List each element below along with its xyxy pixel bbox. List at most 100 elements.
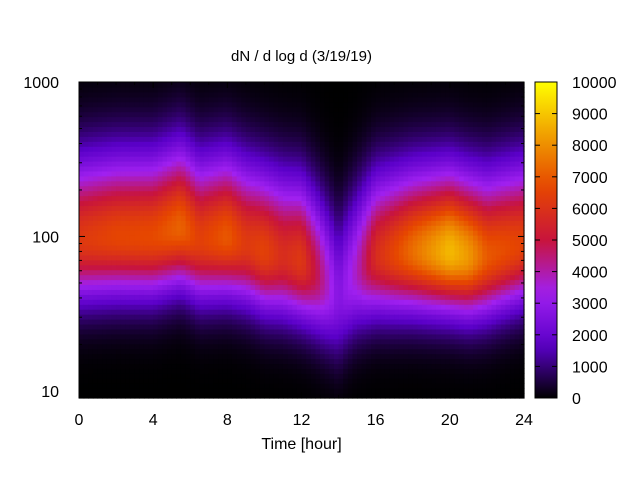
heatmap-cell bbox=[222, 294, 228, 300]
heatmap-cell bbox=[129, 338, 136, 345]
heatmap-cell bbox=[213, 240, 219, 246]
heatmap-cell bbox=[255, 378, 261, 384]
heatmap-cell bbox=[329, 314, 335, 320]
heatmap-cell bbox=[190, 249, 196, 256]
heatmap-cell bbox=[83, 378, 89, 384]
heatmap-cell bbox=[426, 121, 432, 128]
heatmap-cell bbox=[366, 215, 372, 221]
heatmap-cell bbox=[255, 195, 261, 202]
heatmap-cell bbox=[435, 240, 442, 246]
heatmap-cell bbox=[116, 121, 122, 128]
heatmap-cell bbox=[333, 190, 340, 197]
heatmap-cell bbox=[153, 240, 159, 246]
heatmap-cell bbox=[79, 230, 85, 236]
heatmap-cell bbox=[180, 358, 187, 365]
heatmap-cell bbox=[106, 82, 113, 88]
heatmap-cell bbox=[343, 170, 349, 177]
heatmap-cell bbox=[120, 289, 126, 295]
heatmap-cell bbox=[157, 358, 164, 365]
heatmap-cell bbox=[352, 309, 358, 315]
heatmap-cell bbox=[134, 131, 140, 137]
heatmap-cell bbox=[384, 388, 391, 394]
heatmap-cell bbox=[120, 388, 126, 394]
heatmap-cell bbox=[120, 126, 126, 132]
heatmap-cell bbox=[204, 383, 210, 389]
heatmap-cell bbox=[153, 333, 159, 340]
heatmap-cell bbox=[343, 106, 349, 113]
heatmap-cell bbox=[287, 353, 293, 360]
heatmap-cell bbox=[106, 156, 113, 162]
heatmap-cell bbox=[245, 314, 252, 320]
heatmap-cell bbox=[352, 284, 358, 290]
heatmap-cell bbox=[301, 165, 307, 172]
heatmap-cell bbox=[338, 249, 344, 256]
heatmap-cell bbox=[255, 146, 261, 152]
heatmap-cell bbox=[315, 289, 321, 295]
heatmap-cell bbox=[338, 220, 344, 226]
heatmap-cell bbox=[92, 156, 99, 162]
heatmap-cell bbox=[139, 126, 145, 132]
heatmap-cell bbox=[347, 86, 354, 93]
heatmap-cell bbox=[398, 299, 405, 305]
heatmap-cell bbox=[92, 240, 99, 246]
heatmap-cell bbox=[338, 264, 344, 271]
heatmap-cell bbox=[292, 358, 298, 365]
heatmap-cell bbox=[269, 304, 275, 310]
heatmap-cell bbox=[408, 309, 414, 315]
heatmap-cell bbox=[333, 289, 340, 295]
heatmap-cell bbox=[384, 210, 391, 216]
heatmap-cell bbox=[176, 353, 182, 360]
heatmap-cell bbox=[269, 121, 275, 128]
heatmap-cell bbox=[422, 299, 428, 305]
heatmap-cell bbox=[329, 205, 335, 211]
heatmap-cell bbox=[384, 220, 391, 226]
heatmap-cell bbox=[199, 358, 205, 365]
heatmap-cell bbox=[227, 348, 233, 355]
heatmap-cell bbox=[347, 165, 354, 172]
heatmap-cell bbox=[111, 249, 117, 256]
heatmap-cell bbox=[357, 185, 363, 192]
heatmap-cell bbox=[180, 388, 187, 394]
heatmap-cell bbox=[176, 319, 182, 325]
heatmap-cell bbox=[435, 284, 442, 290]
heatmap-cell bbox=[241, 235, 247, 241]
heatmap-cell bbox=[143, 358, 150, 365]
heatmap-cell bbox=[231, 393, 238, 399]
heatmap-cell bbox=[338, 215, 344, 221]
heatmap-cell bbox=[167, 175, 173, 182]
heatmap-cell bbox=[384, 363, 391, 369]
heatmap-cell bbox=[435, 299, 442, 305]
heatmap-cell bbox=[361, 240, 367, 246]
heatmap-cell bbox=[384, 383, 391, 389]
heatmap-cell bbox=[333, 338, 340, 345]
heatmap-cell bbox=[180, 86, 187, 93]
heatmap-cell bbox=[167, 378, 173, 384]
heatmap-cell bbox=[296, 175, 303, 182]
heatmap-cell bbox=[324, 82, 330, 88]
heatmap-cell bbox=[347, 180, 354, 187]
heatmap-cell bbox=[371, 165, 377, 172]
heatmap-cell bbox=[148, 378, 154, 384]
heatmap-cell bbox=[320, 284, 326, 290]
heatmap-cell bbox=[343, 151, 349, 157]
heatmap-cell bbox=[167, 279, 173, 286]
heatmap-cell bbox=[162, 328, 168, 335]
heatmap-cell bbox=[134, 116, 140, 123]
heatmap-cell bbox=[222, 116, 228, 123]
heatmap-cell bbox=[129, 165, 136, 172]
heatmap-cell bbox=[269, 299, 275, 305]
heatmap-cell bbox=[352, 205, 358, 211]
heatmap-cell bbox=[129, 294, 136, 300]
heatmap-cell bbox=[231, 156, 238, 162]
heatmap-cell bbox=[111, 136, 117, 142]
heatmap-cell bbox=[412, 151, 418, 157]
heatmap-cell bbox=[431, 141, 437, 147]
heatmap-cell bbox=[213, 215, 219, 221]
heatmap-cell bbox=[139, 156, 145, 162]
heatmap-cell bbox=[366, 249, 372, 256]
heatmap-cell bbox=[245, 244, 252, 251]
heatmap-cell bbox=[102, 116, 108, 123]
heatmap-cell bbox=[320, 146, 326, 152]
heatmap-cell bbox=[255, 225, 261, 231]
heatmap-cell bbox=[292, 101, 298, 108]
